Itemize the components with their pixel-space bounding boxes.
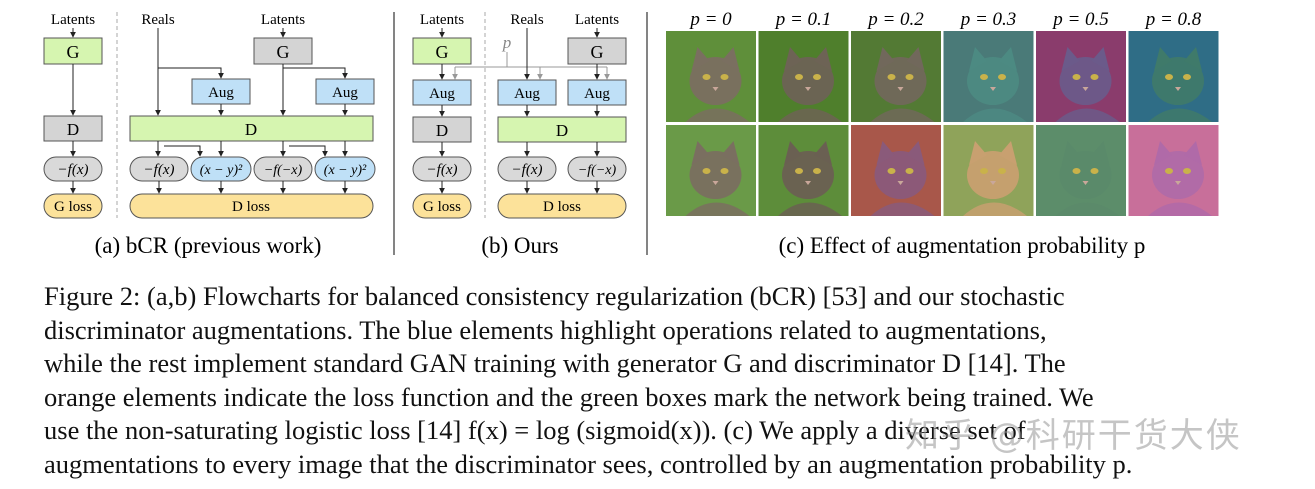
column-label: p = 0.2 bbox=[866, 9, 924, 30]
cat-photo-icon bbox=[943, 125, 1034, 216]
cat-photo-icon bbox=[1128, 31, 1219, 122]
svg-text:(x − y)²: (x − y)² bbox=[200, 163, 243, 178]
svg-text:D loss: D loss bbox=[543, 199, 581, 215]
svg-text:D: D bbox=[436, 121, 448, 140]
svg-text:G: G bbox=[277, 42, 290, 62]
svg-text:Aug: Aug bbox=[514, 86, 540, 102]
generator-box bbox=[43, 37, 103, 65]
augment-box bbox=[315, 78, 375, 105]
figure-2: Latents Reals Latents G G Aug Aug D D bbox=[43, 9, 1219, 258]
caption-line: augmentations to every image that the di… bbox=[44, 448, 1133, 479]
g-loss bbox=[412, 193, 472, 219]
label-latents: Latents bbox=[51, 12, 95, 28]
watermark: 知乎 @科研干货大侠 bbox=[905, 416, 1242, 456]
caption-line: use the non-saturating logistic loss [14… bbox=[44, 415, 1026, 446]
svg-text:−f(x): −f(x) bbox=[512, 162, 543, 178]
panel-b-flowchart: Latents Reals Latents G G p Aug Aug Aug … bbox=[412, 12, 627, 258]
d-loss bbox=[129, 193, 374, 219]
svg-text:−f(x): −f(x) bbox=[58, 162, 89, 178]
d-loss bbox=[497, 193, 627, 219]
svg-text:D: D bbox=[67, 120, 79, 139]
svg-text:Aug: Aug bbox=[584, 86, 610, 102]
column-label: p = 0.5 bbox=[1051, 9, 1109, 30]
column-label: p = 0.8 bbox=[1144, 9, 1202, 30]
caption-line: while the rest implement standard GAN tr… bbox=[44, 348, 1066, 379]
generator-box-frozen bbox=[253, 37, 313, 65]
figure-caption: Figure 2: (a,b) Flowcharts for balanced … bbox=[44, 280, 1258, 482]
augment-box bbox=[412, 79, 472, 106]
column-label: p = 0.3 bbox=[959, 9, 1017, 30]
label-reals: Reals bbox=[510, 12, 543, 28]
caption-line: orange elements indicate the loss functi… bbox=[44, 381, 1094, 412]
column-label: p = 0 bbox=[688, 9, 732, 30]
discriminator-box-wide bbox=[129, 115, 374, 142]
label-latents: Latents bbox=[420, 12, 464, 28]
label-latents: Latents bbox=[575, 12, 619, 28]
discriminator-box-wide bbox=[497, 116, 627, 143]
label-latents: Latents bbox=[261, 12, 305, 28]
panel-c-image-grid: p = 0 p = 0.1 p = 0.2 p = 0.3 p = 0.5 p = 0.8… bbox=[666, 9, 1219, 258]
svg-text:−f(−x): −f(−x) bbox=[578, 163, 617, 178]
probability-label: p bbox=[502, 33, 512, 52]
panel-a-flowchart: Latents Reals Latents G G Aug Aug D D bbox=[43, 12, 376, 258]
svg-text:G: G bbox=[436, 42, 449, 62]
svg-text:−f(x): −f(x) bbox=[427, 162, 458, 178]
cat-photo-icon bbox=[1036, 31, 1126, 122]
generator-box-frozen bbox=[567, 37, 627, 65]
augment-box bbox=[567, 79, 627, 106]
svg-text:D: D bbox=[245, 120, 257, 139]
column-label: p = 0.1 bbox=[774, 9, 832, 30]
cat-photo-icon bbox=[851, 125, 941, 216]
cat-photo-icon bbox=[666, 125, 756, 216]
svg-text:D: D bbox=[556, 121, 568, 140]
cat-photo-icon bbox=[758, 125, 849, 216]
augment-box bbox=[497, 79, 557, 106]
svg-text:G loss: G loss bbox=[54, 199, 92, 215]
generator-box bbox=[412, 37, 472, 65]
svg-text:G loss: G loss bbox=[423, 199, 461, 215]
caption-line: Figure 2: (a,b) Flowcharts for balanced … bbox=[44, 281, 1065, 311]
cat-photo-icon bbox=[943, 31, 1034, 122]
cat-photo-icon bbox=[758, 31, 849, 122]
g-loss bbox=[43, 193, 103, 219]
cat-photo-icon bbox=[1036, 125, 1126, 216]
cat-photo-icon bbox=[1128, 125, 1219, 216]
svg-text:G: G bbox=[67, 42, 80, 62]
subfigure-caption: (b) Ours bbox=[481, 233, 558, 258]
svg-text:D loss: D loss bbox=[232, 199, 270, 215]
svg-text:Aug: Aug bbox=[429, 86, 455, 102]
subfigure-caption: (a) bCR (previous work) bbox=[95, 233, 322, 258]
svg-text:(x − y)²: (x − y)² bbox=[324, 163, 367, 178]
svg-text:−f(x): −f(x) bbox=[144, 162, 175, 178]
svg-text:−f(−x): −f(−x) bbox=[264, 163, 303, 178]
svg-text:G: G bbox=[591, 42, 604, 62]
svg-text:Aug: Aug bbox=[332, 85, 358, 101]
label-reals: Reals bbox=[141, 12, 174, 28]
svg-text:Aug: Aug bbox=[208, 85, 234, 101]
subfigure-caption: (c) Effect of augmentation probability p bbox=[779, 233, 1146, 258]
caption-line: discriminator augmentations. The blue el… bbox=[44, 314, 1047, 345]
cat-photo-icon bbox=[851, 31, 941, 122]
cat-photo-icon bbox=[666, 31, 756, 122]
